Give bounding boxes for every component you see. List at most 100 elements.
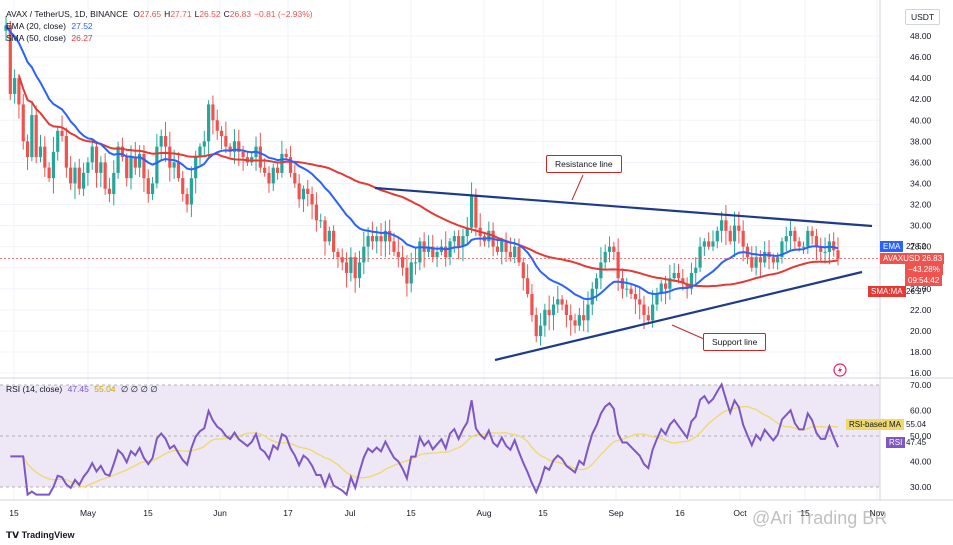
candle-body xyxy=(224,136,228,147)
candle-body xyxy=(413,262,418,264)
candle-body xyxy=(504,241,508,252)
rsi-tick-label: 70.00 xyxy=(910,380,932,390)
rsi-tick-label: 30.00 xyxy=(910,482,932,492)
candle-body xyxy=(452,236,456,242)
candle-body xyxy=(715,230,719,242)
candle-body xyxy=(681,278,685,284)
candle-body xyxy=(323,220,327,242)
ohlc-key: O xyxy=(133,9,140,19)
rsi-badge-value: 47.45 xyxy=(906,438,927,447)
candle-body xyxy=(836,250,840,259)
flash-icon xyxy=(833,363,847,377)
candle-body xyxy=(500,241,504,252)
ohlc-value: 27.71 xyxy=(170,9,192,19)
candle-body xyxy=(375,236,379,242)
candle-body xyxy=(651,304,655,321)
candle-body xyxy=(176,162,181,179)
rsi-ma-legend-value: 55.04 xyxy=(94,384,116,394)
candle-body xyxy=(560,299,564,305)
candle-body xyxy=(551,304,556,316)
ohlc-key: H xyxy=(164,9,171,19)
sma-badge-label: SMA:MA xyxy=(868,286,906,297)
candle-body xyxy=(146,178,150,194)
candle-body xyxy=(444,246,448,258)
candle-body xyxy=(806,230,810,247)
candle-body xyxy=(763,251,767,263)
price-tick-label: 36.00 xyxy=(910,157,932,167)
candle-body xyxy=(116,146,120,173)
candle-body xyxy=(280,153,284,173)
rsi-badge-label: RSI xyxy=(886,437,906,448)
price-tick-label: 30.00 xyxy=(910,221,932,231)
support-trendline xyxy=(494,270,863,362)
candle-body xyxy=(720,220,724,231)
candle-body xyxy=(625,288,629,290)
candle-body xyxy=(51,151,56,179)
sma-legend: SMA (50, close) 26.27 xyxy=(6,33,96,44)
currency-selector[interactable]: USDT xyxy=(905,9,941,25)
candle-body xyxy=(189,178,193,205)
sma-badge-value: 26.27 xyxy=(906,287,927,296)
candle-body xyxy=(659,283,663,295)
candle-body xyxy=(202,141,206,147)
resistance-line-callout: Resistance line xyxy=(546,155,622,173)
candle-body xyxy=(707,241,711,247)
sma-legend-label: SMA (50, close) xyxy=(6,33,66,43)
price-axis-ticks: 48.00 46.00 44.00 42.00 40.00 38.00 36.00 34.00… xyxy=(910,31,932,378)
price-tick-label: 24.00 xyxy=(910,284,932,294)
candle-body xyxy=(69,167,73,184)
candle-body xyxy=(784,236,788,242)
candle-body xyxy=(64,136,68,168)
price-tick-label: 44.00 xyxy=(910,73,932,83)
rsi-legend-label: RSI (14, close) xyxy=(6,384,63,394)
candle-body xyxy=(797,241,801,247)
candle-body xyxy=(810,230,814,237)
ema-legend: EMA (20, close) 27.52 xyxy=(6,21,96,32)
tradingview-logo-text: TradingView xyxy=(21,530,75,540)
candle-body xyxy=(780,241,784,258)
candle-body xyxy=(638,299,642,305)
ema-legend-label: EMA (20, close) xyxy=(6,21,66,31)
candle-body xyxy=(616,251,620,279)
tradingview-logo[interactable]: 𝗧𝗩 TradingView xyxy=(6,530,74,541)
time-tick-label: May xyxy=(80,508,97,518)
candle-body xyxy=(776,257,780,263)
time-tick-label: 15 xyxy=(406,508,416,518)
rsi-legend: RSI (14, close) 47.45 55.04 ∅ ∅ ∅ ∅ xyxy=(6,384,161,395)
ohlc-item: C26.83 xyxy=(224,9,251,19)
price-badge-label: AVAXUSDT xyxy=(880,253,928,264)
candle-body xyxy=(569,315,573,321)
candle-body xyxy=(314,204,318,221)
support-callout-pointer xyxy=(671,324,705,340)
resistance-trendline xyxy=(374,186,873,228)
candle-body xyxy=(340,257,344,263)
candle-body xyxy=(215,120,219,131)
rsi-ma-badge-label: RSI-based MA xyxy=(846,419,905,430)
candle-body xyxy=(379,236,383,242)
candle-body xyxy=(237,141,241,152)
candle-body xyxy=(284,153,288,158)
candle-body xyxy=(819,246,823,252)
candle-body xyxy=(538,325,543,337)
tradingview-logo-icon: 𝗧𝗩 xyxy=(6,530,20,540)
candle-body xyxy=(694,267,698,273)
candle-body xyxy=(823,251,827,253)
time-tick-label: 15 xyxy=(538,508,548,518)
candle-body xyxy=(107,188,112,194)
rsi-ma-line xyxy=(10,405,839,488)
candle-body xyxy=(77,167,81,189)
symbol-title: AVAX / TetherUS, 1D, BINANCE xyxy=(6,9,128,19)
candle-body xyxy=(633,294,637,300)
time-tick-label: 16 xyxy=(675,508,685,518)
time-tick-label: Jun xyxy=(213,508,227,518)
price-tick-label: 46.00 xyxy=(910,52,932,62)
price-tick-label: 20.00 xyxy=(910,326,932,336)
candle-body xyxy=(590,288,594,305)
candle-body xyxy=(112,172,116,194)
candle-body xyxy=(663,283,668,289)
candle-body xyxy=(370,236,375,242)
ema-badge-label: EMA xyxy=(880,241,904,252)
sma-50-line xyxy=(17,75,839,288)
candle-body xyxy=(521,262,525,279)
candle-body xyxy=(103,162,107,189)
